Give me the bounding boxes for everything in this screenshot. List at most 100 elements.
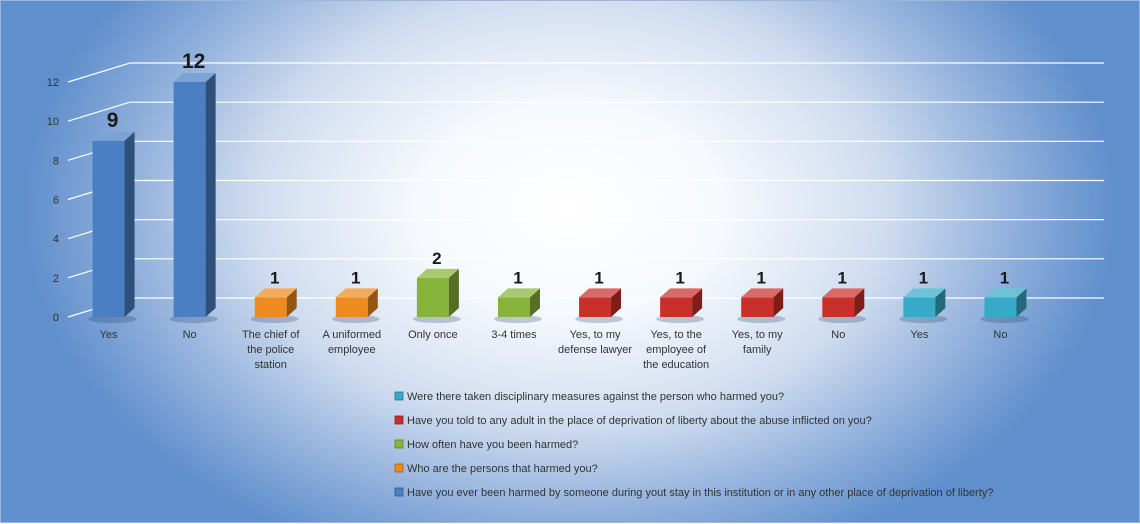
bar-side — [205, 73, 216, 317]
bar-front — [579, 297, 612, 317]
bar-front — [173, 82, 206, 317]
legend-swatch — [394, 439, 404, 449]
bar — [331, 288, 380, 323]
bar — [656, 288, 705, 323]
y-tick-label: 12 — [47, 77, 59, 89]
bar — [250, 288, 299, 323]
data-label: 1 — [756, 268, 765, 287]
y-tick-label: 8 — [53, 155, 59, 167]
data-label: 1 — [513, 268, 522, 287]
data-label: 1 — [1000, 268, 1009, 287]
category-label: 3-4 times — [491, 329, 537, 341]
category-label: A uniformed employee — [322, 329, 381, 356]
legend-label: Have you told to any adult in the place … — [407, 415, 872, 427]
bar-side — [692, 288, 703, 317]
category-label: No — [831, 329, 845, 341]
legend-item: How often have you been harmed? — [394, 439, 578, 451]
bar-front — [416, 277, 449, 317]
bar-front — [497, 297, 530, 317]
bar-top — [335, 288, 378, 298]
bar — [493, 288, 542, 323]
y-tick-label: 6 — [53, 195, 59, 207]
bar-front — [92, 140, 125, 317]
bar — [169, 73, 218, 323]
bar-side — [935, 288, 946, 317]
data-label: 1 — [838, 268, 847, 287]
bar-side — [854, 288, 865, 317]
bars — [88, 73, 1029, 323]
gridline-depth — [67, 62, 131, 83]
bar-side — [124, 131, 135, 317]
gridlines — [67, 62, 1104, 318]
bar-front — [254, 297, 287, 317]
y-tick-label: 0 — [53, 312, 59, 324]
gridline-depth — [67, 101, 131, 122]
bar — [899, 288, 948, 323]
category-label: Yes, to my defense lawyer — [558, 329, 632, 356]
bar-side — [529, 288, 540, 317]
bar-top — [579, 288, 622, 298]
data-label: 1 — [351, 268, 360, 287]
bar-top — [173, 73, 216, 82]
bar-top — [92, 131, 135, 141]
bar-top — [741, 288, 784, 298]
bar-front — [984, 297, 1017, 317]
legend: Were there taken disciplinary measures a… — [394, 391, 993, 499]
bar-front — [335, 297, 368, 317]
bar — [88, 131, 137, 323]
bar-top — [660, 288, 703, 298]
data-label: 1 — [594, 268, 603, 287]
data-label: 1 — [919, 268, 928, 287]
bar-top — [497, 288, 540, 298]
data-label: 12 — [182, 50, 205, 73]
legend-swatch — [394, 415, 404, 425]
bar-top — [416, 268, 459, 278]
category-label: Only once — [408, 329, 458, 341]
category-label: No — [183, 329, 197, 341]
bar-front — [822, 297, 855, 317]
bar-side — [367, 288, 378, 317]
category-label: Yes, to my family — [732, 329, 783, 356]
category-label: Yes — [100, 329, 118, 341]
bar — [818, 288, 867, 323]
legend-swatch — [394, 391, 404, 401]
legend-label: Who are the persons that harmed you? — [407, 463, 598, 475]
bar-side — [448, 268, 459, 317]
bar — [980, 288, 1029, 323]
y-tick-label: 2 — [53, 273, 59, 285]
bar-front — [903, 297, 936, 317]
legend-swatch — [394, 463, 404, 473]
data-label: 2 — [432, 249, 441, 268]
data-label: 9 — [107, 109, 119, 132]
legend-label: Have you ever been harmed by someone dur… — [407, 487, 993, 499]
legend-item: Were there taken disciplinary measures a… — [394, 391, 784, 403]
category-labels: Yes No The chief of the police station A unif… — [100, 329, 1008, 371]
bar-side — [773, 288, 784, 317]
legend-swatch — [394, 487, 404, 497]
bar — [737, 288, 786, 323]
bar — [412, 268, 461, 323]
bar-front — [741, 297, 774, 317]
bar-top — [903, 288, 946, 298]
bar-side — [286, 288, 297, 317]
legend-item: Who are the persons that harmed you? — [394, 463, 598, 475]
legend-item: Have you ever been harmed by someone dur… — [394, 487, 993, 499]
legend-label: Were there taken disciplinary measures a… — [407, 391, 784, 403]
bar-top — [822, 288, 865, 298]
bar — [575, 288, 624, 323]
bar-side — [611, 288, 622, 317]
category-label: The chief of the police station — [242, 329, 300, 371]
bar-side — [1016, 288, 1027, 317]
bar-top — [984, 288, 1027, 298]
y-tick-label: 4 — [53, 234, 59, 246]
category-label: Yes — [910, 329, 928, 341]
data-label: 1 — [270, 268, 279, 287]
category-label: Yes, to the employee of the education — [643, 329, 709, 371]
legend-item: Have you told to any adult in the place … — [394, 415, 872, 427]
data-label: 1 — [675, 268, 684, 287]
category-label: No — [993, 329, 1007, 341]
y-tick-label: 10 — [47, 116, 59, 128]
bar-top — [254, 288, 297, 298]
